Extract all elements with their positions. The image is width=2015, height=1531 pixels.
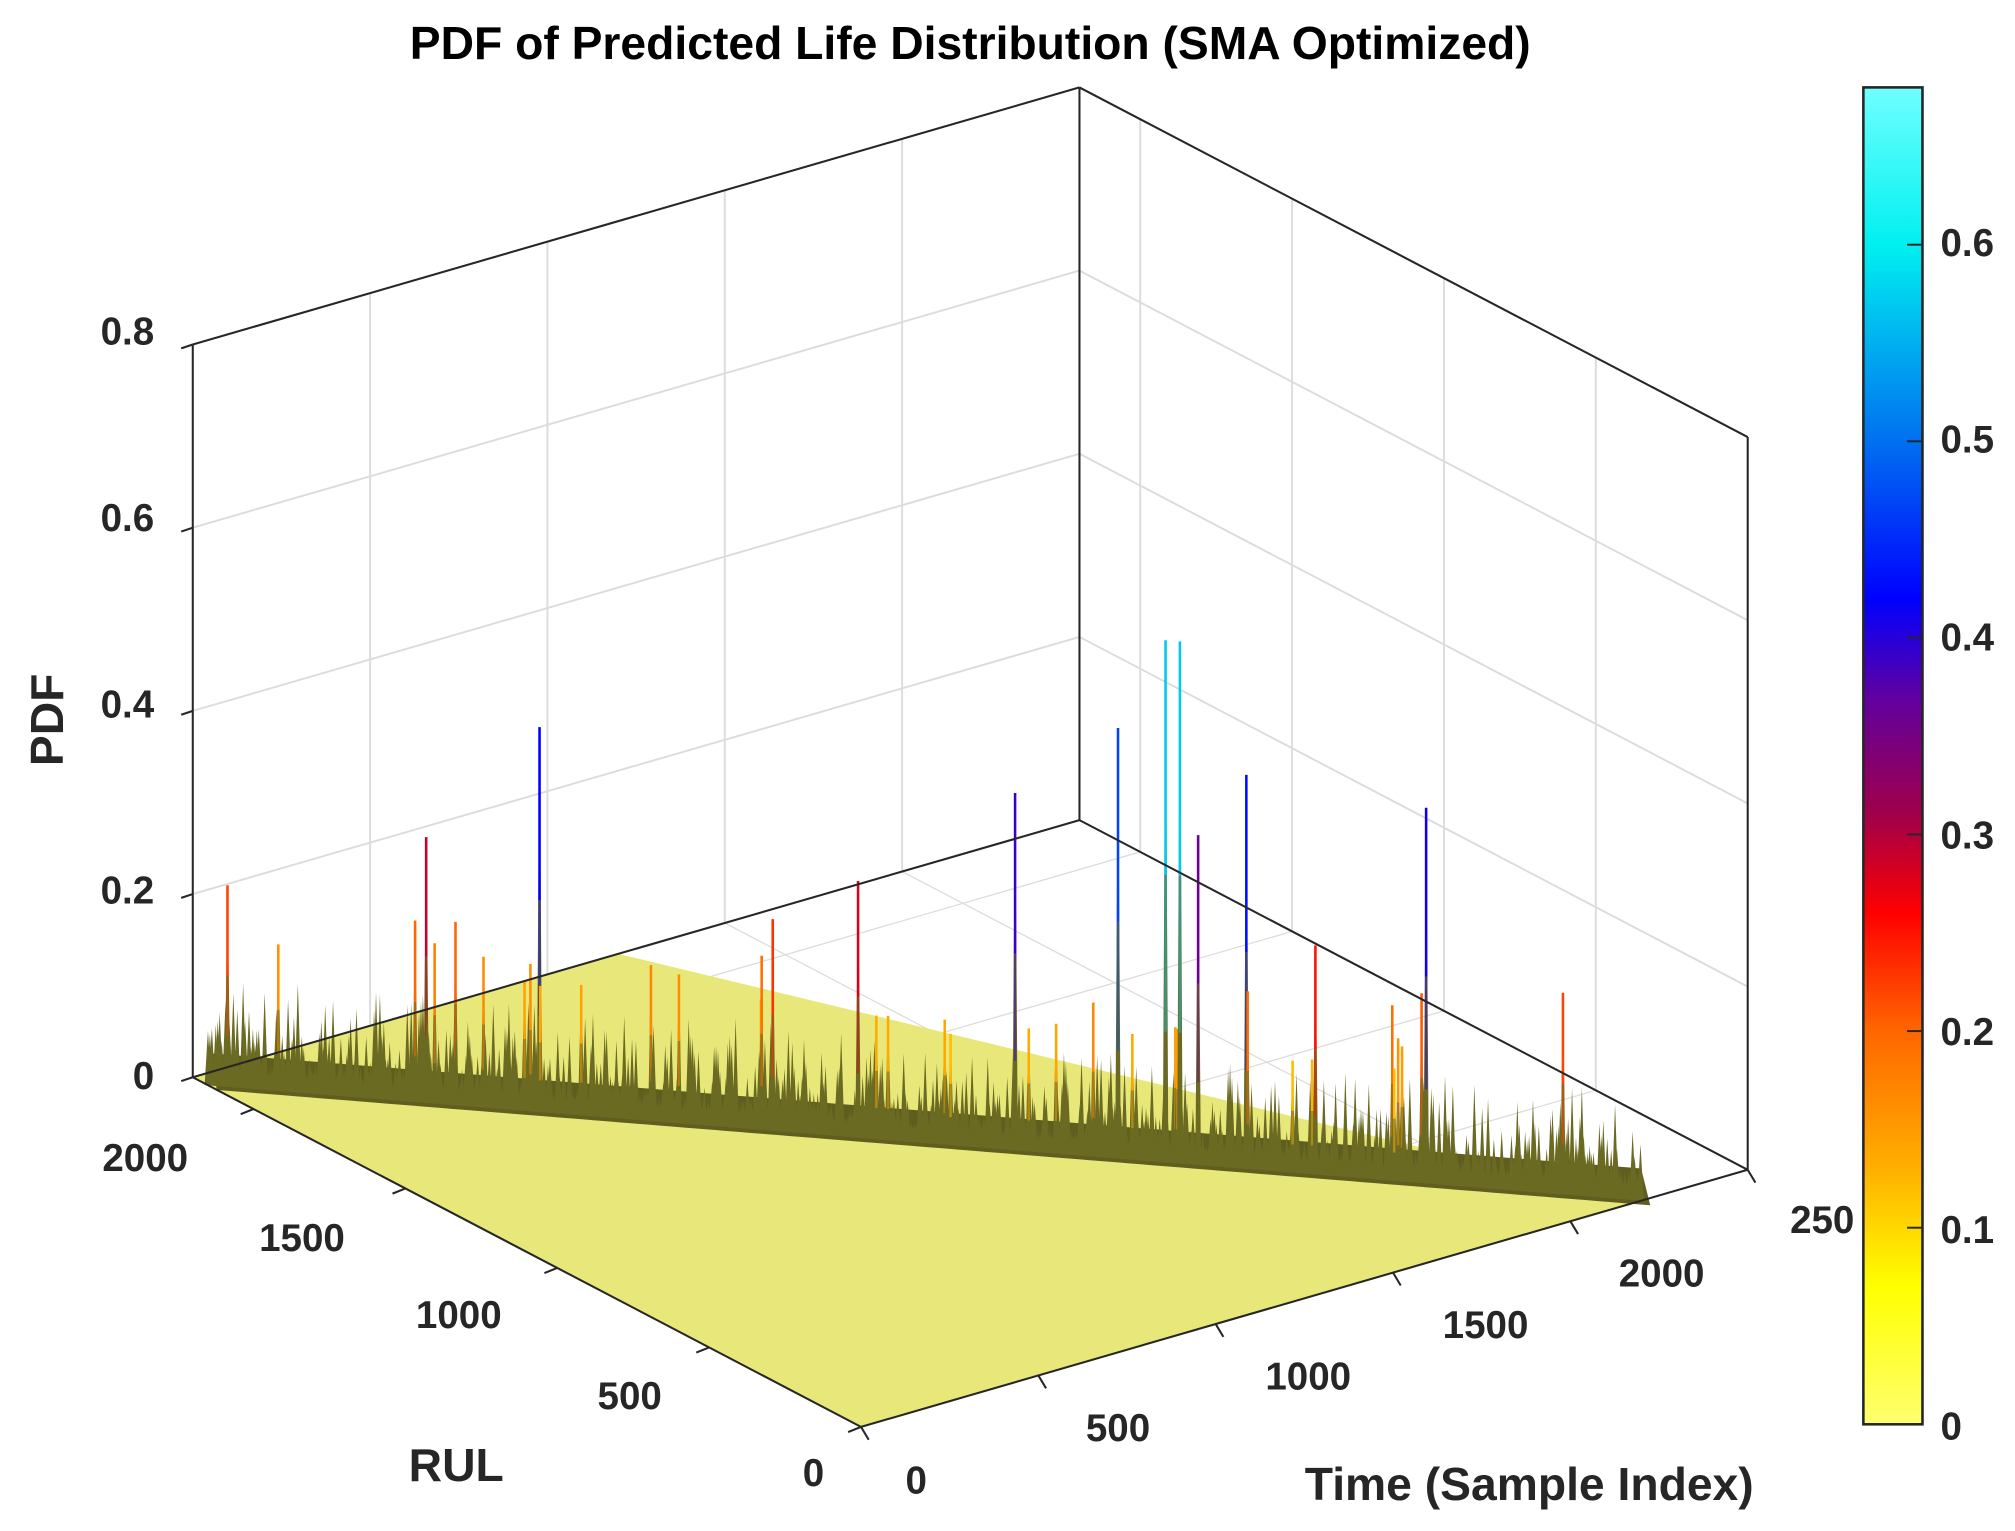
z-tick-0.4: 0.4	[101, 683, 155, 726]
x-tick-2000: 2000	[1619, 1253, 1705, 1296]
y-tick-mark	[392, 1187, 406, 1195]
spike	[1365, 1084, 1373, 1179]
spike	[353, 1008, 360, 1098]
spike	[1078, 1057, 1085, 1156]
y-axis-label: RUL	[409, 1439, 504, 1491]
y-tick-mark	[240, 1108, 254, 1116]
axes-edge	[860, 1168, 1748, 1428]
colorbar-tick-0.1: 0.1	[1940, 1209, 1994, 1252]
spike	[1484, 1098, 1492, 1189]
grid-line-z	[192, 452, 1080, 712]
grid-line-z	[1079, 269, 1749, 622]
x-tick-mark	[1037, 1374, 1047, 1389]
grid-line-z	[1079, 636, 1749, 988]
axes-edge	[1078, 819, 1749, 1171]
x-tick-2500: 250	[1790, 1199, 1854, 1242]
y-tick-mark	[847, 1425, 862, 1433]
spike	[632, 1040, 640, 1120]
colorbar-tick-0: 0	[1940, 1406, 1961, 1449]
spike	[294, 983, 302, 1093]
spike	[1148, 1065, 1156, 1162]
spike	[1248, 1083, 1255, 1170]
spike	[1064, 1082, 1072, 1155]
z-tick-0: 0	[133, 1055, 154, 1098]
grid-line-z	[1079, 452, 1749, 805]
colorbar-tick-0.2: 0.2	[1940, 1011, 1994, 1054]
x-tick-mark	[860, 1426, 870, 1441]
z-tick-mark	[180, 893, 194, 899]
colorbar-tick-0.3: 0.3	[1940, 814, 1994, 857]
x-tick-500: 500	[1086, 1407, 1150, 1450]
y-tick-mark	[544, 1266, 558, 1275]
spike	[1228, 1076, 1236, 1168]
spike	[1637, 1144, 1644, 1201]
grid-line-z	[192, 269, 1080, 529]
spike	[284, 999, 292, 1092]
spike	[732, 1018, 739, 1128]
spike	[1471, 1084, 1478, 1188]
spike	[1435, 1101, 1443, 1185]
z-tick-0.8: 0.8	[101, 311, 155, 354]
colorbar-tick-0.5: 0.5	[1940, 418, 1994, 461]
spike	[802, 1061, 810, 1134]
spike	[1377, 1108, 1384, 1180]
spike	[329, 1001, 337, 1096]
x-axis-label: Time (Sample Index)	[1305, 1458, 1754, 1510]
x-tick-mark	[1392, 1272, 1402, 1287]
floor-surface	[192, 953, 1642, 1427]
z-tick-mark	[180, 343, 194, 350]
z-tick-0.2: 0.2	[101, 870, 155, 913]
spike	[1320, 1080, 1328, 1176]
spike	[1478, 1107, 1486, 1188]
axes-edge	[192, 819, 1080, 1079]
spike	[581, 1017, 589, 1116]
spike	[620, 1016, 628, 1119]
axes-edge	[192, 1076, 862, 1428]
z-tick-mark	[180, 526, 194, 533]
x-tick-0: 0	[906, 1460, 927, 1503]
y-tick-1000: 1000	[416, 1294, 502, 1337]
spike	[589, 1013, 597, 1117]
spike	[261, 992, 268, 1090]
colorbar-ticks	[1907, 243, 1923, 1426]
spike	[968, 1056, 976, 1147]
x-tick-mark	[1569, 1220, 1579, 1235]
z-tick-0.6: 0.6	[101, 497, 155, 540]
x-tick-1500: 1500	[1443, 1304, 1529, 1347]
spike	[761, 1039, 769, 1131]
chart-title: PDF of Predicted Life Distribution (SMA …	[410, 17, 1531, 69]
grid-line-z	[192, 636, 1080, 895]
colorbar	[1862, 86, 1924, 1426]
colorbar-tick-0.6: 0.6	[1940, 222, 1994, 265]
y-tick-mark	[695, 1346, 710, 1354]
x-tick-mark	[1214, 1323, 1225, 1338]
spike	[233, 1010, 241, 1088]
y-tick-2000: 2000	[102, 1137, 188, 1180]
y-tick-1500: 1500	[259, 1217, 345, 1260]
axes-edge	[192, 86, 1080, 346]
axes-edge	[1078, 86, 1749, 438]
y-tick-500: 500	[598, 1375, 662, 1418]
colorbar-tick-0.4: 0.4	[1940, 616, 1994, 659]
spike	[1332, 1082, 1339, 1176]
tick-marks	[180, 343, 1757, 1441]
z-tick-mark	[180, 1076, 194, 1083]
pdf-spikes	[204, 640, 1651, 1206]
x-tick-mark	[1746, 1169, 1757, 1184]
y-tick-0: 0	[803, 1452, 824, 1495]
spike	[650, 1025, 657, 1122]
z-axis-label: PDF	[21, 674, 73, 767]
z-tick-mark	[180, 709, 194, 716]
x-tick-1000: 1000	[1265, 1356, 1351, 1399]
